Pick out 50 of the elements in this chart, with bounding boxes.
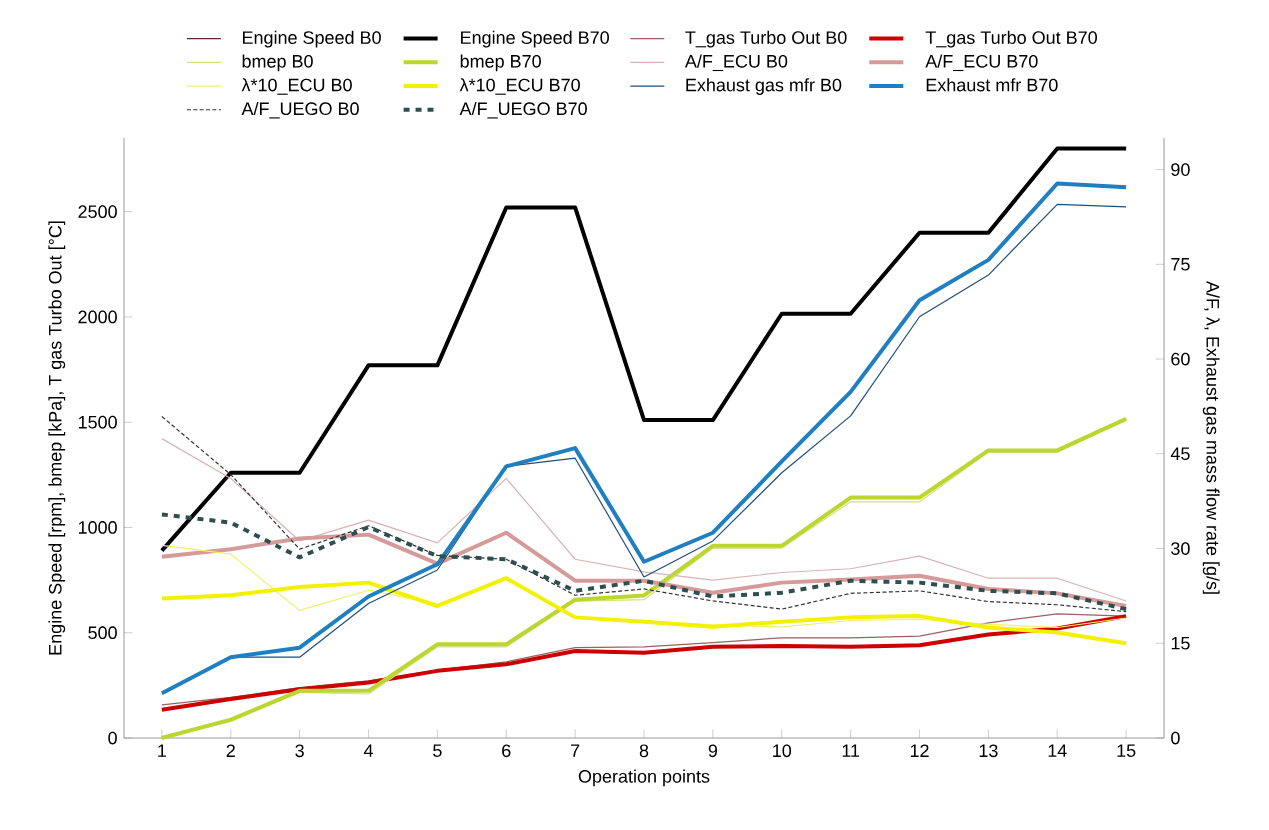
legend-label: A/F_UEGO B70: [459, 101, 587, 119]
x-tick-label: 9: [708, 744, 718, 758]
y-tick-label: 500: [88, 626, 117, 640]
legend-label: T_gas Turbo Out B70: [925, 30, 1097, 48]
legend-label: λ*10_ECU B0: [241, 78, 352, 95]
x-tick-label: 14: [1048, 744, 1067, 757]
x-tick-label: 2: [226, 744, 235, 757]
x-axis-title: Operation points: [578, 769, 710, 787]
x-tick-label: 11: [842, 744, 860, 757]
x-tick-label: 4: [363, 744, 373, 757]
y2-tick-label: 60: [1171, 352, 1190, 366]
y2-tick-label: 0: [1171, 731, 1180, 745]
y-tick-label: 2000: [78, 310, 117, 324]
x-tick-label: 10: [773, 744, 792, 758]
legend-label: λ*10_ECU B70: [459, 78, 580, 95]
x-tick-label: 13: [979, 744, 998, 758]
y-tick-label: 1000: [78, 521, 117, 534]
line-series: [159, 512, 1129, 612]
x-tick-label: 7: [571, 744, 580, 757]
x-tick-label: 3: [295, 744, 304, 758]
x-tick-label: 1: [158, 744, 166, 757]
x-tick-label: 6: [502, 744, 511, 758]
legend-label: A/F_UEGO B0: [241, 101, 359, 119]
y-tick-label: 0: [108, 731, 117, 745]
legend-label: Engine Speed B70: [461, 30, 609, 48]
y-axis-title: Engine Speed [rpm], bmep [kPa], T gas Turbo Out [°C]: [48, 221, 66, 655]
y2-tick-label: 45: [1170, 447, 1190, 461]
x-tick-label: 5: [433, 744, 442, 757]
y2-tick-label: 15: [1171, 636, 1190, 650]
line-series: [161, 415, 1127, 613]
line-series: [159, 146, 1129, 553]
line-series: [161, 438, 1127, 602]
line-series: [159, 576, 1129, 646]
y2-axis-title: A/F, λ, Exhaust gas mass flow rate [g/s]: [1202, 280, 1220, 594]
y-tick-label: 2500: [78, 205, 117, 219]
y2-tick-label: 90: [1171, 163, 1190, 176]
legend-label: Exhaust mfr B70: [926, 78, 1058, 92]
legend-label: bmep B70: [460, 54, 541, 72]
y2-tick-label: 30: [1171, 542, 1190, 555]
y-tick-label: 1500: [78, 415, 117, 429]
legend-label: A/F_ECU B0: [684, 54, 788, 72]
legend-label: bmep B0: [242, 54, 313, 72]
legend-label: Exhaust gas mfr B0: [686, 78, 842, 95]
x-tick-label: 8: [639, 744, 649, 758]
y2-tick-label: 75: [1171, 258, 1190, 271]
x-tick-label: 15: [1117, 744, 1136, 757]
x-tick-label: 12: [910, 744, 929, 757]
legend-label: A/F_ECU B70: [925, 54, 1038, 72]
legend-label: Engine Speed B0: [242, 30, 381, 48]
legend-label: T_gas Turbo Out B0: [685, 30, 847, 48]
